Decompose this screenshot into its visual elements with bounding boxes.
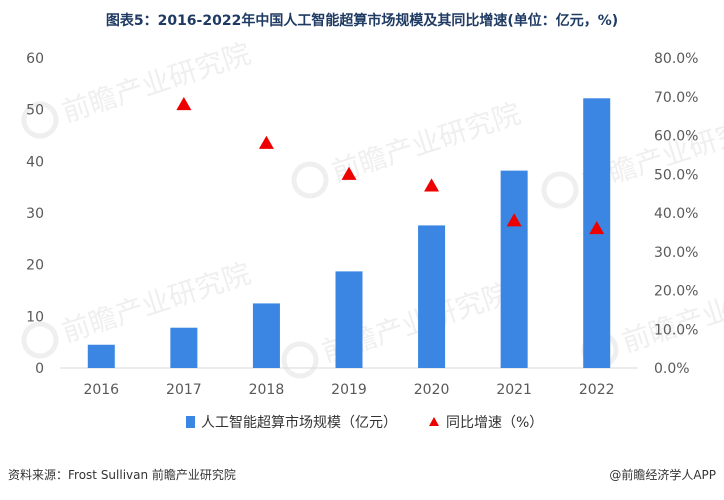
bar-2018 <box>252 303 280 368</box>
source-note: 资料来源：Frost Sullivan 前瞻产业研究院 <box>8 468 236 482</box>
brand-credit: @前瞻经济学人APP <box>609 468 716 482</box>
y-right-tick-label: 40.0% <box>654 206 698 222</box>
y-right-tick-label: 70.0% <box>654 90 698 106</box>
y-right-tick-label: 30.0% <box>654 245 698 261</box>
legend-marker-label: 同比增速（%） <box>446 415 543 431</box>
x-tick-label: 2018 <box>249 382 285 398</box>
bar-2016 <box>87 344 115 368</box>
y-left-tick-label: 0 <box>35 361 44 377</box>
x-tick-label: 2022 <box>579 382 615 398</box>
bar-2020 <box>418 225 446 368</box>
y-right-tick-label: 50.0% <box>654 167 698 183</box>
y-right-tick-label: 20.0% <box>654 284 698 300</box>
growth-marker-2021 <box>506 213 522 227</box>
y-right-tick-label: 0.0% <box>654 361 690 377</box>
y-left-tick-label: 10 <box>26 309 44 325</box>
y-right-tick-label: 10.0% <box>654 322 698 338</box>
bar-2019 <box>335 271 363 368</box>
bar-2017 <box>170 327 198 368</box>
growth-marker-2018 <box>258 135 274 149</box>
growth-marker-2022 <box>589 221 605 235</box>
x-tick-label: 2017 <box>166 382 202 398</box>
legend-bar-label: 人工智能超算市场规模（亿元） <box>201 414 397 431</box>
legend-marker-swatch <box>429 417 439 426</box>
growth-marker-2019 <box>341 166 357 180</box>
chart-title: 图表5：2016-2022年中国人工智能超算市场规模及其同比增速(单位：亿元，%… <box>105 13 619 29</box>
y-left-tick-label: 30 <box>26 206 44 222</box>
x-tick-label: 2016 <box>83 382 119 398</box>
y-right-tick-label: 80.0% <box>654 51 698 67</box>
y-left-tick-label: 20 <box>26 258 44 274</box>
legend-bar-swatch <box>186 416 195 428</box>
x-tick-label: 2020 <box>414 382 450 398</box>
y-right-tick-label: 60.0% <box>654 129 698 145</box>
x-tick-label: 2021 <box>496 382 532 398</box>
growth-marker-2017 <box>176 97 192 111</box>
x-tick-label: 2019 <box>331 382 367 398</box>
y-left-tick-label: 60 <box>26 51 44 67</box>
y-left-tick-label: 50 <box>26 103 44 119</box>
growth-marker-2020 <box>424 178 440 192</box>
y-left-tick-label: 40 <box>26 154 44 170</box>
bar-2021 <box>500 170 528 368</box>
